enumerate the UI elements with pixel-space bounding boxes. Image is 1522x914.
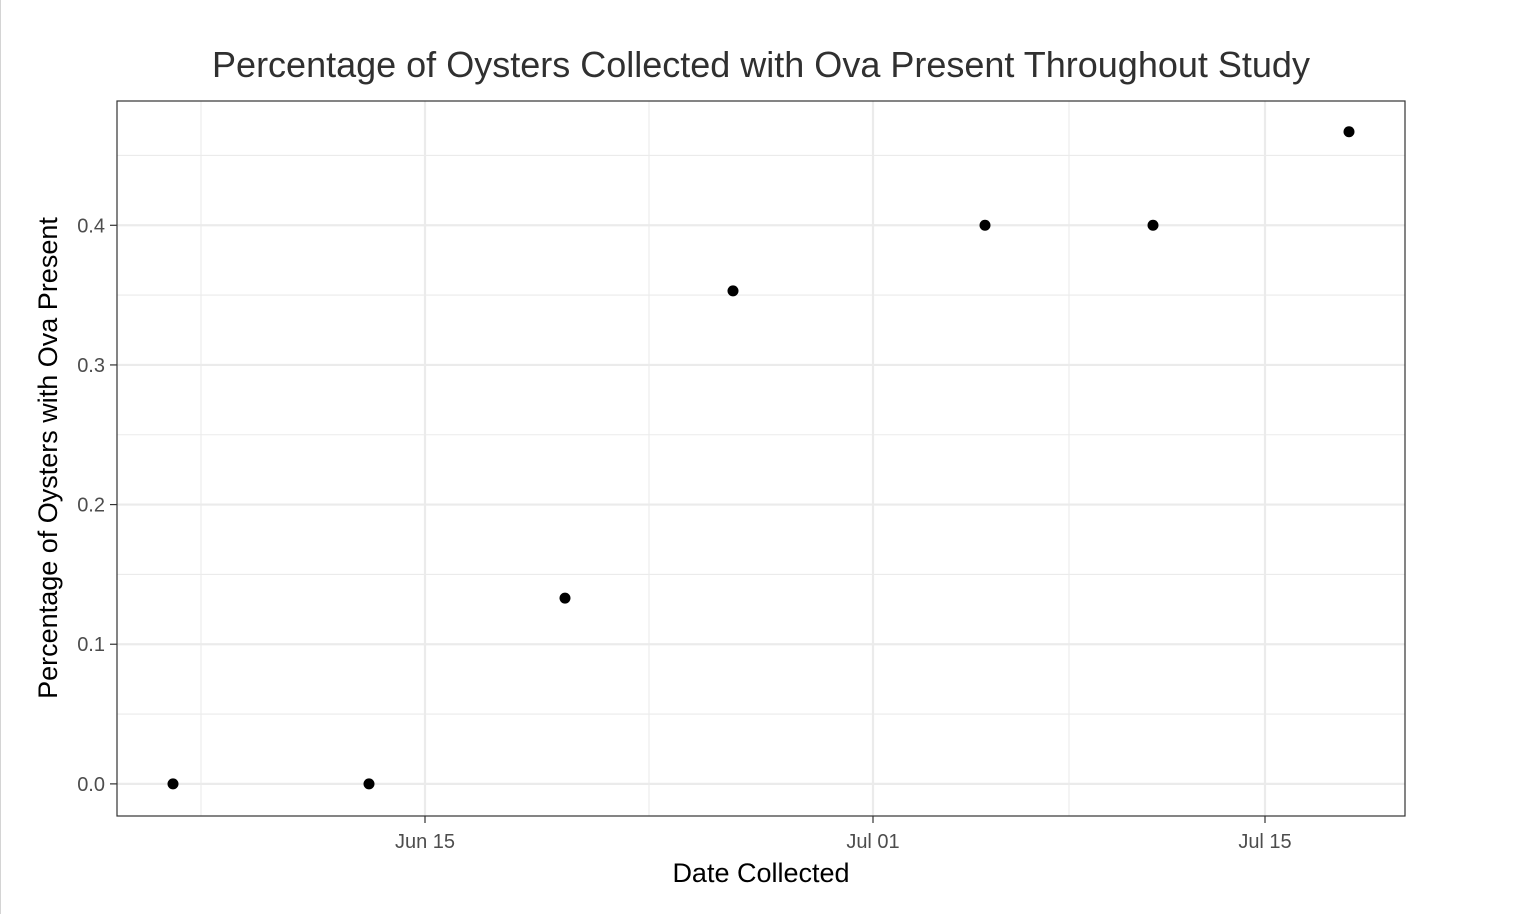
panel-border [116,100,1406,817]
x-axis-title: Date Collected [672,858,849,888]
y-tick-label: 0.3 [77,355,105,377]
grid-minor-lines [117,101,1405,816]
x-tick-label: Jul 01 [846,831,899,853]
chart-title: Percentage of Oysters Collected with Ova… [212,44,1310,85]
y-tick-label: 0.0 [77,774,105,796]
data-points [167,126,1355,790]
grid-major-lines [117,101,1405,816]
data-point [727,285,739,297]
y-tick-label: 0.4 [77,215,105,237]
x-tick-label: Jun 15 [395,831,455,853]
x-axis: Jun 15 Jul 01 Jul 15 [395,816,1292,853]
data-point [1147,219,1159,231]
y-axis-title: Percentage of Oysters with Ova Present [33,217,63,699]
y-tick-label: 0.2 [77,495,105,517]
data-point [979,219,991,231]
data-point [363,778,375,790]
data-point [1343,126,1355,138]
x-tick-label: Jul 15 [1238,831,1291,853]
y-axis: 0.0 0.1 0.2 0.3 0.4 [77,215,117,796]
data-point [559,592,571,604]
y-tick-label: 0.1 [77,634,105,656]
data-point [167,778,179,790]
left-edge-rule [0,0,1,914]
